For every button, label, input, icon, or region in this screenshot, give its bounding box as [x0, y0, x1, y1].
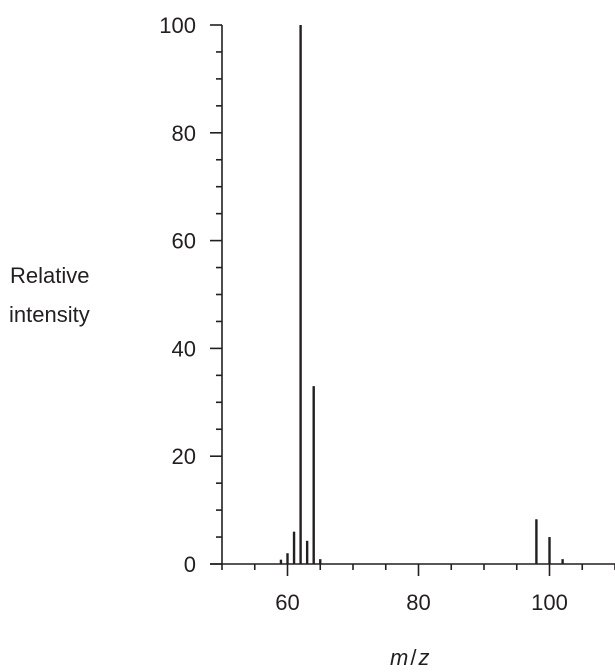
x-axis-title-z: z: [417, 645, 429, 670]
y-axis-title-line-1: Relative: [10, 263, 89, 288]
y-tick-label: 20: [172, 444, 196, 469]
x-axis-title: m/z: [390, 645, 429, 670]
y-tick-label: 0: [184, 552, 196, 577]
y-tick-label: 40: [172, 336, 196, 361]
x-axis-title-slash: /: [410, 645, 417, 670]
x-tick-label: 60: [275, 590, 299, 615]
x-axis-title-m: m: [390, 645, 408, 670]
y-tick-label: 80: [172, 121, 196, 146]
x-axis: 60 80 100: [210, 563, 615, 615]
x-tick-label: 100: [531, 590, 568, 615]
x-tick-label: 80: [406, 590, 430, 615]
y-axis: 0 20 40 60 80 100: [159, 13, 223, 577]
y-tick-label: 60: [172, 229, 196, 254]
y-tick-label: 100: [159, 13, 196, 38]
peaks: [279, 25, 564, 564]
y-axis-title-line-2: intensity: [9, 302, 90, 327]
